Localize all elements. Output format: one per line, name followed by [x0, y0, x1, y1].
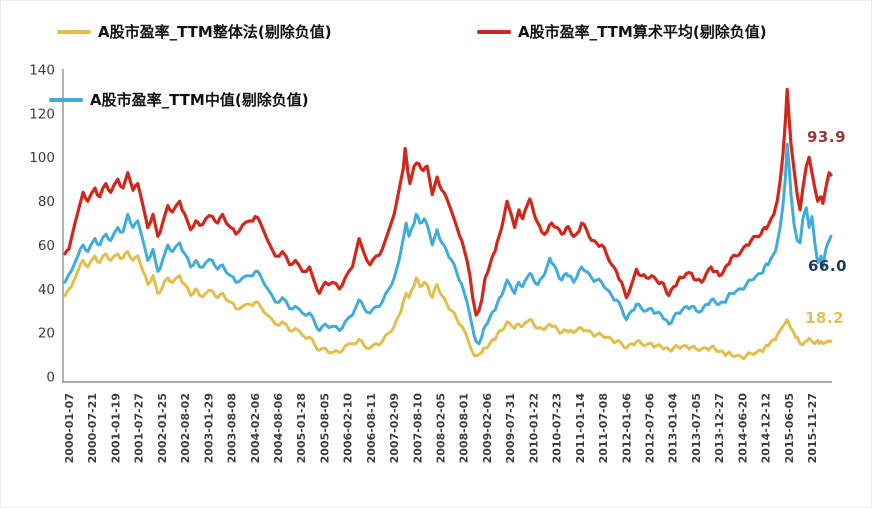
- series-lines: [63, 87, 833, 361]
- x-tick-label: 2010-07-23: [551, 393, 564, 463]
- x-tick-label: 2013-01-04: [667, 393, 680, 464]
- x-tick-label: 2005-08-05: [318, 393, 331, 463]
- x-tick-label: 2003-08-08: [226, 393, 239, 463]
- x-tick-label: 2012-01-06: [620, 393, 633, 464]
- x-tick-label: 2002-08-02: [179, 393, 192, 463]
- x-tick-label: 2004-08-06: [272, 393, 285, 464]
- x-axis-tick-labels: 2000-01-07 2000-07-21 2001-01-19 2001-07-27…: [63, 393, 819, 464]
- series-line-2: [63, 142, 833, 346]
- legend-line-swatch-red: [477, 29, 511, 34]
- series-line-1: [63, 87, 833, 317]
- end-value-label-median: 66.0: [808, 257, 848, 275]
- x-tick-label: 2009-02-06: [481, 393, 494, 464]
- x-tick-label: 2006-08-11: [365, 393, 378, 463]
- x-tick-label: 2003-01-29: [202, 393, 215, 463]
- x-tick-label: 2011-01-14: [574, 393, 587, 464]
- x-tick-label: 2014-06-20: [736, 393, 749, 464]
- x-tick-label: 2008-08-01: [458, 393, 471, 463]
- x-tick-label: 2000-01-07: [63, 393, 76, 463]
- x-tick-label: 2001-07-27: [133, 393, 146, 463]
- x-tick-label: 2012-07-06: [643, 393, 656, 464]
- y-axis-tick-labels: 0 20 40 60 80 100 120 140: [29, 62, 55, 385]
- x-tick-label: 2011-07-08: [597, 393, 610, 463]
- x-tick-label: 2014-12-12: [760, 393, 773, 463]
- y-tick-label: 60: [38, 238, 55, 254]
- legend-label-median: A股市盈率_TTM中值(剔除负值): [90, 91, 309, 109]
- x-tick-label: 2005-01-28: [295, 393, 308, 463]
- x-tick-label: 2000-07-21: [86, 393, 99, 463]
- legend-line-swatch-yellow: [57, 29, 91, 34]
- legend-item-median: A股市盈率_TTM中值(剔除负值): [49, 89, 309, 110]
- y-tick-label: 0: [46, 370, 55, 386]
- x-tick-label: 2015-11-27: [806, 393, 819, 463]
- y-tick-label: 80: [38, 194, 55, 210]
- y-tick-label: 20: [38, 326, 55, 342]
- x-tick-label: 2002-01-25: [156, 393, 169, 463]
- legend-label-overall: A股市盈率_TTM整体法(剔除负值): [98, 23, 332, 41]
- y-tick-label: 120: [29, 106, 55, 122]
- legend-item-overall: A股市盈率_TTM整体法(剔除负值): [57, 21, 332, 42]
- x-tick-label: 2006-02-10: [342, 393, 355, 464]
- x-tick-label: 2015-06-05: [783, 393, 796, 463]
- series-line-0: [63, 250, 833, 361]
- legend-item-arithmetic-mean: A股市盈率_TTM算术平均(剔除负值): [477, 21, 767, 42]
- legend-line-swatch-blue: [49, 97, 83, 102]
- x-tick-label: 2004-02-06: [249, 393, 262, 464]
- x-tick-label: 2007-08-10: [411, 393, 424, 464]
- end-value-label-arithmetic-mean: 93.9: [807, 128, 847, 146]
- x-tick-label: 2013-12-27: [713, 393, 726, 463]
- x-tick-label: 2009-07-31: [504, 393, 517, 463]
- x-tick-label: 2010-01-22: [527, 393, 540, 463]
- x-tick-label: 2001-01-19: [109, 393, 122, 463]
- x-tick-label: 2013-07-05: [690, 393, 703, 463]
- legend-label-arithmetic-mean: A股市盈率_TTM算术平均(剔除负值): [518, 23, 767, 41]
- end-value-label-overall: 18.2: [805, 309, 845, 327]
- y-tick-label: 140: [29, 62, 55, 78]
- y-tick-label: 100: [29, 150, 55, 166]
- x-tick-label: 2007-02-09: [388, 393, 401, 463]
- y-tick-label: 40: [38, 282, 55, 298]
- x-tick-label: 2008-02-05: [435, 393, 448, 463]
